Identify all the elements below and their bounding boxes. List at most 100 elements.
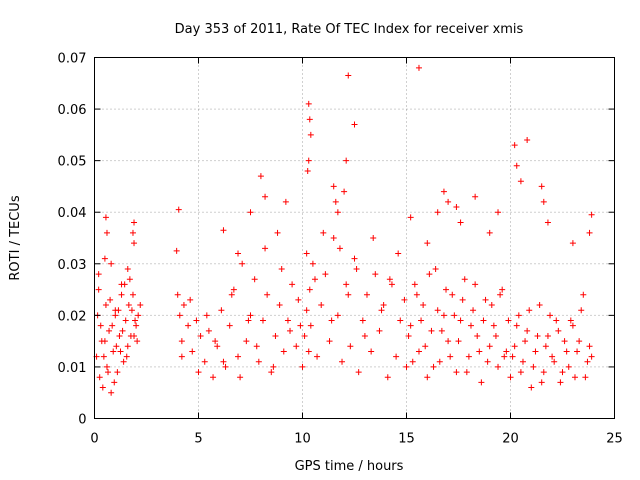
data-point bbox=[96, 374, 103, 381]
data-point bbox=[245, 317, 252, 324]
data-point bbox=[175, 206, 182, 213]
data-point bbox=[278, 265, 285, 272]
data-point bbox=[565, 363, 572, 370]
data-point bbox=[461, 276, 468, 283]
data-point bbox=[320, 229, 327, 236]
data-point bbox=[123, 353, 130, 360]
data-point bbox=[262, 193, 269, 200]
data-point bbox=[103, 229, 110, 236]
data-point bbox=[445, 198, 452, 205]
data-point bbox=[113, 343, 120, 350]
data-point bbox=[432, 265, 439, 272]
data-point bbox=[355, 369, 362, 376]
data-point bbox=[532, 348, 539, 355]
data-point bbox=[117, 348, 124, 355]
data-point bbox=[264, 291, 271, 298]
data-point bbox=[544, 219, 551, 226]
data-point bbox=[384, 374, 391, 381]
data-point bbox=[212, 338, 219, 345]
data-point bbox=[99, 384, 106, 391]
data-point bbox=[440, 312, 447, 319]
data-point bbox=[118, 291, 125, 298]
data-point bbox=[102, 302, 109, 309]
data-point bbox=[478, 379, 485, 386]
data-point bbox=[108, 389, 115, 396]
data-point bbox=[128, 307, 135, 314]
data-point bbox=[353, 265, 360, 272]
data-point bbox=[413, 291, 420, 298]
data-point bbox=[228, 291, 235, 298]
data-point bbox=[380, 302, 387, 309]
data-point bbox=[359, 317, 366, 324]
data-point bbox=[305, 157, 312, 164]
data-point bbox=[311, 276, 318, 283]
data-point bbox=[205, 327, 212, 334]
data-point bbox=[129, 291, 136, 298]
data-point bbox=[434, 209, 441, 216]
data-point bbox=[476, 348, 483, 355]
data-point bbox=[534, 332, 541, 339]
y-tick-label: 0.07 bbox=[58, 52, 87, 67]
data-point bbox=[118, 281, 125, 288]
data-point bbox=[559, 369, 566, 376]
data-point bbox=[538, 183, 545, 190]
data-point bbox=[226, 322, 233, 329]
data-point bbox=[467, 322, 474, 329]
data-point bbox=[178, 338, 185, 345]
data-point bbox=[363, 291, 370, 298]
data-point bbox=[415, 64, 422, 71]
data-point bbox=[440, 188, 447, 195]
data-point bbox=[580, 291, 587, 298]
data-point bbox=[314, 353, 321, 360]
data-point bbox=[259, 317, 266, 324]
data-point bbox=[503, 348, 510, 355]
data-point bbox=[567, 317, 574, 324]
data-point bbox=[180, 302, 187, 309]
data-point bbox=[499, 286, 506, 293]
data-point bbox=[306, 286, 313, 293]
data-point bbox=[187, 296, 194, 303]
data-point bbox=[124, 265, 131, 272]
data-point bbox=[515, 312, 522, 319]
data-point bbox=[474, 332, 481, 339]
data-point bbox=[424, 374, 431, 381]
data-point bbox=[538, 379, 545, 386]
data-point bbox=[557, 379, 564, 386]
data-point bbox=[488, 302, 495, 309]
data-point bbox=[372, 271, 379, 278]
data-point bbox=[511, 142, 518, 149]
data-point bbox=[588, 211, 595, 218]
data-point bbox=[131, 219, 138, 226]
y-axis-label: ROTI / TECUs bbox=[8, 195, 23, 280]
data-point bbox=[276, 302, 283, 309]
data-point bbox=[376, 327, 383, 334]
data-point bbox=[98, 338, 105, 345]
data-point bbox=[107, 296, 114, 303]
data-point bbox=[517, 178, 524, 185]
data-point bbox=[470, 307, 477, 314]
data-point bbox=[501, 353, 508, 360]
data-point bbox=[492, 332, 499, 339]
data-point bbox=[306, 116, 313, 123]
data-point bbox=[305, 348, 312, 355]
grid bbox=[94, 57, 615, 419]
data-point bbox=[505, 317, 512, 324]
data-point bbox=[443, 286, 450, 293]
data-point bbox=[134, 338, 141, 345]
data-point bbox=[334, 312, 341, 319]
data-point bbox=[299, 363, 306, 370]
data-point bbox=[112, 307, 119, 314]
data-point bbox=[132, 317, 139, 324]
data-point bbox=[137, 302, 144, 309]
data-point bbox=[453, 204, 460, 211]
y-tick-label: 0.03 bbox=[58, 258, 87, 273]
data-point bbox=[345, 72, 352, 79]
data-point bbox=[522, 338, 529, 345]
data-point bbox=[361, 332, 368, 339]
data-point bbox=[482, 296, 489, 303]
data-point bbox=[465, 353, 472, 360]
data-point bbox=[173, 247, 180, 254]
x-tick-label: 10 bbox=[294, 432, 311, 447]
data-point bbox=[297, 322, 304, 329]
